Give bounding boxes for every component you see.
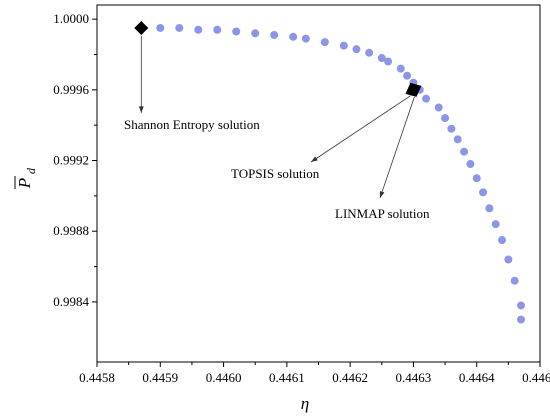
shannon-marker xyxy=(134,20,149,35)
data-point xyxy=(403,71,412,80)
x-axis-label: η xyxy=(301,394,309,413)
data-point xyxy=(472,174,481,183)
annotation-shannon: Shannon Entropy solution xyxy=(124,117,260,132)
y-tick-label: 0.9988 xyxy=(53,223,89,238)
plot-frame xyxy=(96,4,541,363)
x-tick-label: 0.4464 xyxy=(459,370,495,385)
data-point xyxy=(441,114,450,123)
data-point xyxy=(365,48,374,57)
linmap-arrow xyxy=(379,96,415,199)
data-point xyxy=(156,23,165,32)
data-point xyxy=(479,188,488,197)
data-point xyxy=(289,32,298,41)
linmap-arrow-head xyxy=(379,191,385,198)
data-point xyxy=(447,124,456,133)
y-axis: 0.9984 0.9988 0.9992 0.9996 1.0000 xyxy=(53,11,97,309)
topsis-linmap-marker xyxy=(405,82,422,97)
data-point xyxy=(498,236,507,245)
x-tick-label: 0.4458 xyxy=(79,370,115,385)
data-point xyxy=(232,27,241,36)
data-point xyxy=(422,94,431,103)
shannon-arrow-head xyxy=(138,106,144,113)
data-point xyxy=(434,103,443,112)
data-point xyxy=(517,301,526,310)
solution-markers xyxy=(134,20,422,97)
y-tick-label: 0.9992 xyxy=(53,153,89,168)
topsis-arrow-head xyxy=(311,156,318,162)
annotation-arrows xyxy=(138,35,415,199)
data-point xyxy=(491,220,500,229)
x-axis: 0.4458 0.4459 0.4460 0.4461 0.4462 0.4463 0.44… xyxy=(79,362,550,385)
data-point xyxy=(270,31,279,40)
x-tick-label: 0.4459 xyxy=(142,370,178,385)
data-point xyxy=(377,54,386,63)
topsis-arrow xyxy=(310,95,411,163)
y-axis-label: P d xyxy=(14,167,38,189)
data-point xyxy=(320,38,329,47)
y-axis-label-main: P xyxy=(15,178,34,189)
data-point xyxy=(510,276,519,285)
data-point xyxy=(339,41,348,50)
y-tick-label: 0.9996 xyxy=(53,82,89,97)
data-point xyxy=(453,135,462,144)
x-tick-label: 0.4460 xyxy=(206,370,242,385)
data-point xyxy=(460,147,469,156)
x-tick-label: 0.4463 xyxy=(396,370,432,385)
data-point xyxy=(213,25,222,34)
annotation-topsis: TOPSIS solution xyxy=(231,166,320,181)
data-point xyxy=(194,25,203,34)
data-point xyxy=(384,57,393,66)
pareto-points xyxy=(156,23,526,324)
x-tick-label: 0.4461 xyxy=(269,370,305,385)
data-point xyxy=(396,64,405,73)
y-axis-label-subscript: d xyxy=(24,167,38,174)
data-point xyxy=(485,204,494,213)
data-point xyxy=(352,45,361,54)
x-tick-label: 0.4465 xyxy=(522,370,550,385)
data-point xyxy=(466,160,475,169)
data-point xyxy=(251,29,260,38)
data-point xyxy=(517,315,526,324)
data-point xyxy=(301,34,310,43)
y-tick-label: 1.0000 xyxy=(53,11,89,26)
x-tick-label: 0.4462 xyxy=(332,370,368,385)
y-tick-label: 0.9984 xyxy=(53,294,89,309)
annotation-linmap: LINMAP solution xyxy=(335,206,430,221)
data-point xyxy=(504,255,513,264)
data-point xyxy=(175,23,184,32)
